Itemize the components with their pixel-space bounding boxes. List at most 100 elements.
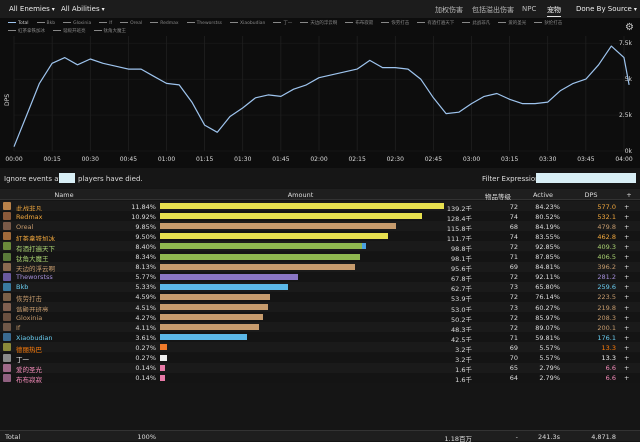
done-by-dropdown-label: Done By Source [576,5,632,13]
column-header-amount[interactable]: Amount [287,191,314,199]
player-name-link[interactable]: Theworstss [16,273,53,282]
table-row[interactable]: Theworstss 5.77% 67.8千 72 92.11% 281.2 + [0,271,640,284]
legend-item[interactable]: 狄伦打击 [534,20,562,28]
expand-row-button[interactable]: + [624,364,630,373]
player-name-link[interactable]: If [16,323,21,332]
expand-row-button[interactable]: + [624,212,630,221]
table-row[interactable]: 爱的圣光 0.14% 1.6千 65 2.79% 6.6 + [0,362,640,375]
player-name-link[interactable]: 钛角大魔王 [16,255,49,263]
legend-item[interactable]: Xiaobudian [230,20,265,28]
legend-item[interactable]: 丁一 [273,20,292,28]
column-header-item-level[interactable]: 物品等级 [485,193,511,201]
item-level: 73 [509,303,518,312]
table-row[interactable]: 德丽热巴 0.27% 3.2千 69 5.57% 13.3 + [0,342,640,354]
player-name-link[interactable]: Gloxinia [16,313,43,322]
player-name-link[interactable]: 恢劳打击 [16,295,42,304]
expand-row-button[interactable]: + [624,374,630,383]
player-name-link[interactable]: Redmax [16,212,43,221]
table-row[interactable]: Bkb 5.33% 62.7千 73 65.80% 259.6 + [0,281,640,293]
expand-row-button[interactable]: + [624,343,630,352]
table-row[interactable]: 天边的浮云啊 8.13% 95.6千 69 84.81% 396.2 + [0,261,640,274]
player-name-link[interactable]: Oreal [16,222,34,231]
expand-row-button[interactable]: + [624,333,630,342]
damage-percent: 10.92% [131,212,156,221]
expand-row-button[interactable]: + [624,323,630,332]
active-percent: 92.85% [535,242,560,251]
legend-swatch [230,22,239,23]
table-row[interactable]: 布布寂寂 0.14% 1.6千 64 2.79% 6.6 + [0,372,640,385]
expand-row-button[interactable]: + [624,273,630,282]
table-row[interactable]: Oreal 9.85% 115.8千 68 84.19% 479.8 + [0,221,640,233]
legend-item[interactable]: If [99,20,112,28]
legend-item[interactable]: 恢劳打击 [381,20,409,28]
legend-item[interactable]: Redmax [150,20,179,28]
legend-item[interactable]: Total [8,20,29,28]
legend-item[interactable]: 此战非凡 [462,20,490,28]
player-name-link[interactable]: 爱的圣光 [16,366,42,375]
legend-item[interactable]: 紅茶拿铁加冰 [8,28,45,36]
gear-icon[interactable]: ⚙ [625,22,634,33]
death-count-input[interactable] [59,173,75,183]
legend-item[interactable]: Gloxinia [63,20,91,28]
player-name-link[interactable]: Bkb [16,283,29,292]
tab-include-overkill[interactable]: 包括溢出伤害 [472,6,514,14]
expand-row-button[interactable]: + [624,232,630,241]
abilities-dropdown[interactable]: All Abilities ▾ [61,5,105,13]
table-row[interactable]: 紅茶拿铁加冰 9.50% 111.7千 74 83.55% 462.8 + [0,231,640,243]
table-row[interactable]: 恢劳打击 4.59% 53.9千 72 76.14% 223.5 + [0,291,640,304]
player-name-link[interactable]: 此战非凡 [16,204,42,213]
legend-item[interactable]: 有酒打遍天下 [417,20,454,28]
legend-item[interactable]: 谐殿开班亮 [53,28,86,36]
player-name-link[interactable]: 紅茶拿铁加冰 [16,234,55,243]
legend-item[interactable]: 钛角大魔王 [93,28,126,36]
filter-row: Ignore events after players have died. F… [0,168,640,188]
legend-item[interactable]: Bkb [36,20,55,28]
table-row[interactable]: Xiaobudian 3.61% 42.5千 71 59.81% 176.1 + [0,332,640,344]
tab-weighted-damage[interactable]: 加权伤害 [435,6,463,14]
tab-npc[interactable]: NPC [522,5,537,13]
expand-row-button[interactable]: + [624,202,630,211]
player-name-link[interactable]: 德丽热巴 [16,345,42,354]
expand-row-button[interactable]: + [624,313,630,322]
table-row[interactable]: 有酒打遍天下 8.40% 98.8千 72 92.85% 409.3 + [0,241,640,253]
expand-row-button[interactable]: + [624,354,630,362]
expand-row-button[interactable]: + [624,293,630,302]
player-name-link[interactable]: 布布寂寂 [16,376,42,385]
expand-row-button[interactable]: + [624,263,630,272]
player-name-link[interactable]: 有酒打遍天下 [16,244,55,253]
expand-row-button[interactable]: + [624,253,630,261]
expand-row-button[interactable]: + [624,283,630,292]
legend-item[interactable]: 天边的浮云啊 [300,20,337,28]
expand-row-button[interactable]: + [624,242,630,251]
legend-item[interactable]: 爱的圣光 [498,20,526,28]
dps-graph[interactable]: Total Bkb Gloxinia If Oreal Redmax Theworstss X… [0,18,640,168]
amount-bar [160,213,422,220]
table-row[interactable]: If 4.11% 48.3千 72 89.07% 200.1 + [0,322,640,334]
done-by-dropdown[interactable]: Done By Source ▾ [576,5,637,13]
player-name-link[interactable]: 天边的浮云啊 [16,265,55,274]
column-header-name[interactable]: Name [54,191,74,199]
table-row[interactable]: 丁一 0.27% 3.2千 70 5.57% 13.3 + [0,352,640,364]
table-row[interactable]: 钛角大魔王 8.34% 98.1千 71 87.85% 406.5 + [0,251,640,263]
chevron-down-icon: ▾ [101,6,105,13]
expand-row-button[interactable]: + [624,222,630,231]
table-row[interactable]: Redmax 10.92% 128.4千 74 80.52% 532.1 + [0,211,640,223]
enemies-dropdown[interactable]: All Enemies ▾ [9,5,55,13]
table-row[interactable]: Gloxinia 4.27% 50.2千 72 85.97% 208.3 + [0,312,640,324]
damage-amount: 67.8千 [451,275,472,284]
column-header-dps[interactable]: DPS [584,191,598,199]
player-name-link[interactable]: 谐殿开班亮 [16,305,49,314]
player-name-link[interactable]: 丁一 [16,356,29,364]
table-row[interactable]: 此战非凡 11.84% 139.2千 72 84.23% 577.0 + [0,201,640,213]
legend-item[interactable]: Theworstss [186,20,222,28]
item-level: 73 [509,283,518,292]
tab-pets[interactable]: 宠物 [547,5,561,17]
legend-item[interactable]: 布布寂寂 [345,20,373,28]
filter-expression-input[interactable] [536,173,636,183]
column-header-active[interactable]: Active [532,191,554,199]
legend-item[interactable]: Oreal [120,20,142,28]
expand-row-button[interactable]: + [624,303,630,312]
column-header-expand[interactable]: + [626,191,632,199]
table-row[interactable]: 谐殿开班亮 4.51% 53.0千 73 60.27% 219.8 + [0,302,640,314]
player-name-link[interactable]: Xiaobudian [16,333,53,342]
